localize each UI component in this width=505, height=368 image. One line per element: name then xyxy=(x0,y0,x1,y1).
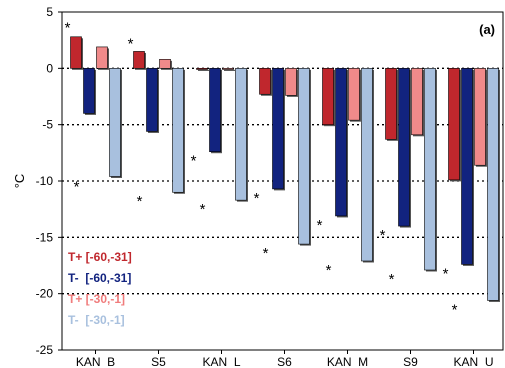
bar xyxy=(411,68,423,136)
y-tick-label: -5 xyxy=(42,118,53,132)
bar xyxy=(398,68,410,227)
significance-star: * xyxy=(389,271,395,288)
y-tick-label: 5 xyxy=(46,5,53,19)
y-tick-label: 0 xyxy=(46,61,53,75)
bar xyxy=(424,68,436,271)
bar xyxy=(461,68,473,265)
x-axis-ticks: KAN B S5 KAN L S6 KAN M S9 KAN U xyxy=(76,350,494,368)
y-tick-label: -15 xyxy=(36,230,54,244)
bar xyxy=(70,36,82,69)
bar xyxy=(385,68,397,140)
legend-entry: T- [-30,-1] xyxy=(68,313,125,327)
legend-entry: T+ [-60,-31] xyxy=(68,250,132,264)
significance-star: * xyxy=(74,179,80,196)
bar xyxy=(96,46,108,69)
significance-star: * xyxy=(191,153,197,170)
x-tick-label: S5 xyxy=(151,355,166,368)
legend-entry: T+ [-30,-1] xyxy=(68,292,125,306)
y-axis-ticks: 5 0 -5 -10 -15 -20 -25 xyxy=(36,5,62,357)
significance-star: * xyxy=(254,190,260,207)
y-tick-label: -10 xyxy=(36,174,54,188)
significance-star: * xyxy=(128,35,134,52)
x-tick-label: S6 xyxy=(277,355,292,368)
significance-star: * xyxy=(200,201,206,218)
y-axis-label: °C xyxy=(12,174,27,189)
significance-star: * xyxy=(317,217,323,234)
significance-star: * xyxy=(443,265,449,282)
bar xyxy=(172,68,184,193)
bar xyxy=(196,68,208,70)
significance-star: * xyxy=(263,245,269,262)
bar xyxy=(109,68,121,177)
bar xyxy=(474,68,486,166)
legend: T+ [-60,-31] T- [-60,-31] T+ [-30,-1] T- [-… xyxy=(68,250,132,327)
bar xyxy=(487,68,499,301)
bar xyxy=(272,68,284,190)
significance-star: * xyxy=(65,20,71,37)
y-tick-label: -25 xyxy=(36,343,54,357)
bar-shadow xyxy=(224,69,235,71)
bar xyxy=(146,68,158,132)
bar xyxy=(209,68,221,153)
y-tick-label: -20 xyxy=(36,287,54,301)
bar xyxy=(159,59,171,69)
bar xyxy=(448,68,460,181)
significance-markers: * * * * * * * * * * * * * * xyxy=(65,20,458,319)
bar xyxy=(335,68,347,217)
legend-entry: T- [-60,-31] xyxy=(68,271,131,285)
bar xyxy=(298,68,310,245)
bar xyxy=(322,68,334,125)
bar xyxy=(259,68,271,95)
x-tick-label: KAN L xyxy=(202,355,240,368)
x-tick-label: KAN U xyxy=(453,355,493,368)
bar xyxy=(348,68,360,121)
significance-star: * xyxy=(137,193,143,210)
bar xyxy=(285,68,297,96)
x-tick-label: KAN B xyxy=(76,355,115,368)
bar-shadow xyxy=(198,69,209,71)
bar xyxy=(361,68,373,262)
bar xyxy=(235,68,247,201)
significance-star: * xyxy=(452,301,458,318)
bar xyxy=(83,68,95,114)
significance-star: * xyxy=(326,262,332,279)
panel-label: (a) xyxy=(479,22,495,37)
significance-star: * xyxy=(380,227,386,244)
bar xyxy=(222,68,234,70)
bars xyxy=(70,36,500,302)
x-tick-label: S9 xyxy=(403,355,418,368)
bar xyxy=(133,51,145,69)
x-tick-label: KAN M xyxy=(327,355,368,368)
